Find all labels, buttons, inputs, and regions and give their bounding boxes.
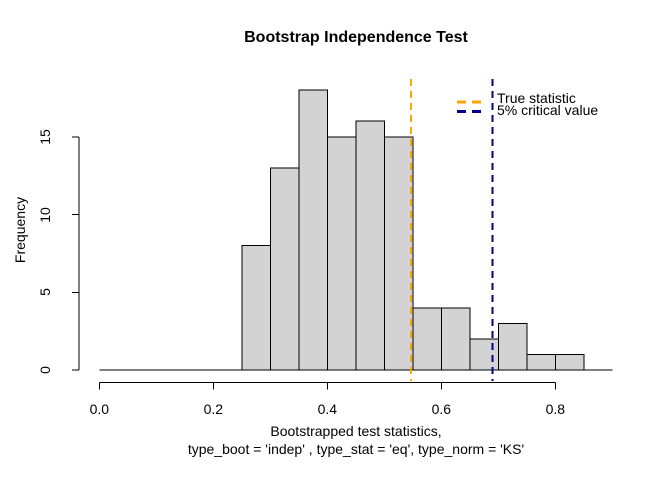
legend-label-true-statistic: True statistic bbox=[497, 90, 576, 106]
x-tick-label: 0.6 bbox=[431, 401, 452, 417]
y-tick-label: 10 bbox=[37, 206, 53, 223]
y-tick-label: 15 bbox=[37, 128, 53, 145]
histogram-bar bbox=[269, 167, 300, 371]
x-axis-title-line1: Bootstrapped test statistics, bbox=[270, 423, 442, 439]
y-tick-label: 0 bbox=[37, 366, 53, 374]
histogram-bar bbox=[554, 353, 585, 371]
histogram-bar bbox=[241, 245, 271, 371]
x-axis-title-line2: type_boot = 'indep' , type_stat = 'eq', … bbox=[187, 441, 525, 457]
histogram-bar bbox=[526, 353, 556, 371]
histogram-bar bbox=[440, 307, 471, 371]
histogram-bar bbox=[326, 136, 357, 371]
chart-title: Bootstrap Independence Test bbox=[244, 29, 468, 46]
histogram-bar bbox=[355, 120, 385, 371]
x-tick-label: 0.2 bbox=[203, 401, 224, 417]
x-tick-label: 0.0 bbox=[89, 401, 110, 417]
histogram-bar bbox=[298, 89, 328, 371]
x-tick-label: 0.4 bbox=[317, 401, 338, 417]
y-tick-label: 5 bbox=[37, 288, 53, 297]
histogram-bar bbox=[383, 136, 414, 371]
histogram-bar bbox=[469, 338, 499, 371]
histogram-bar bbox=[497, 322, 528, 371]
histogram-bar bbox=[412, 307, 442, 371]
legend-label-critical-value: 5% critical value bbox=[497, 102, 599, 118]
x-tick-label: 0.8 bbox=[545, 401, 566, 417]
y-axis-title: Frequency bbox=[12, 196, 28, 264]
